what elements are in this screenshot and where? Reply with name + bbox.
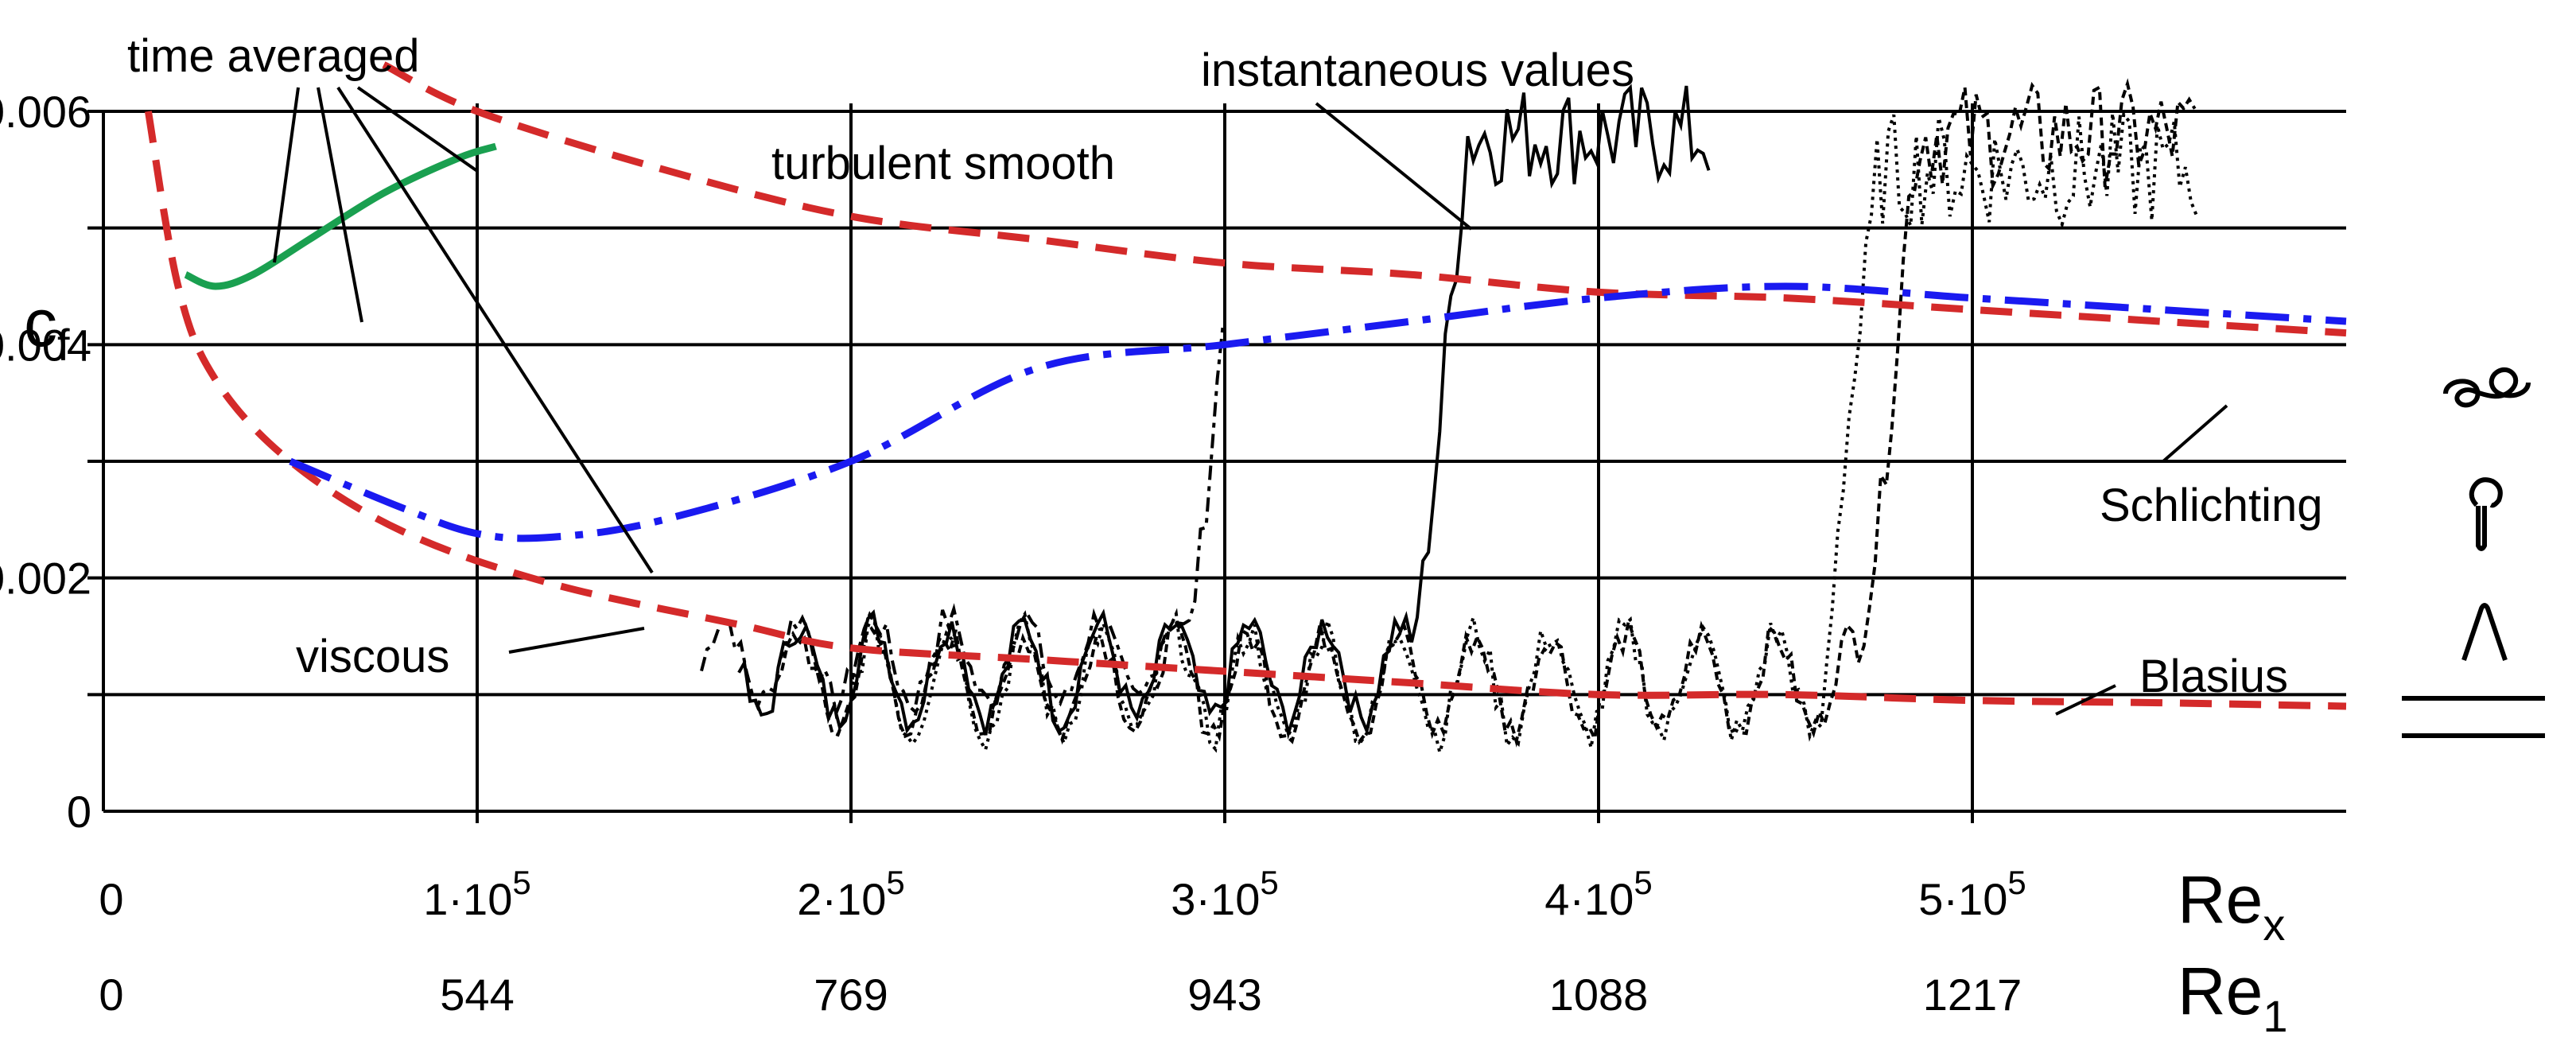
re1-tick-label: 544 — [440, 970, 514, 1020]
y-tick-label: 0.006 — [0, 87, 91, 137]
instantaneous-trace — [700, 325, 1225, 720]
series-line — [144, 111, 2347, 710]
rex-axis-label: Rex — [2178, 862, 2285, 950]
y-tick-labels: 0 0.002 0.004 0.006 — [0, 87, 91, 837]
instantaneous-trace — [849, 110, 2198, 759]
turbulent-vortex-icon — [2443, 367, 2531, 408]
y-tick-label: 0 — [67, 787, 91, 837]
re1-axis-label: Re1 — [2178, 954, 2288, 1041]
rex-tick-label: 0 — [99, 874, 123, 924]
annotation-leader-lines — [273, 86, 2228, 716]
series-lines — [144, 61, 2347, 710]
x-tick-labels: 0 1·105 2·105 3·105 4·105 5·105 0 544 769 943 1088… — [99, 864, 2026, 1020]
re1-tick-label: 943 — [1187, 970, 1261, 1020]
rex-tick-label: 4·105 — [1544, 864, 1652, 924]
rex-tick-label: 5·105 — [1918, 864, 2026, 924]
y-tick-label: 0.004 — [0, 320, 91, 370]
lambda-vortex-icon — [2461, 603, 2508, 661]
series-line — [382, 61, 2347, 337]
annotation-blasius: Blasius — [2139, 651, 2288, 702]
annotation-viscous: viscous — [296, 631, 449, 682]
instantaneous-trace — [737, 84, 1711, 740]
rex-tick-label: 1·105 — [423, 864, 530, 924]
re1-tick-label: 0 — [99, 970, 123, 1020]
series-line — [184, 142, 497, 290]
y-tick-label: 0.002 — [0, 554, 91, 604]
annotation-schlichting: Schlichting — [2100, 480, 2322, 531]
annotation-instantaneous-values: instantaneous values — [1201, 45, 1634, 96]
re1-tick-label: 769 — [814, 970, 888, 1020]
series-line — [289, 282, 2347, 542]
re1-tick-label: 1088 — [1549, 970, 1649, 1020]
y-axis-label-sub: f — [57, 320, 70, 370]
flow-regime-icons — [2402, 367, 2545, 738]
annotation-turbulent-smooth: turbulent smooth — [771, 138, 1115, 189]
re1-tick-label: 1217 — [1923, 970, 2022, 1020]
annotation-time-averaged: time averaged — [127, 30, 420, 82]
y-axis-label: cf — [24, 286, 70, 370]
rex-tick-label: 2·105 — [797, 864, 904, 924]
grid-lines — [87, 103, 2346, 823]
rex-tick-label: 3·105 — [1171, 864, 1278, 924]
hairpin-vortex-icon — [2469, 477, 2503, 551]
